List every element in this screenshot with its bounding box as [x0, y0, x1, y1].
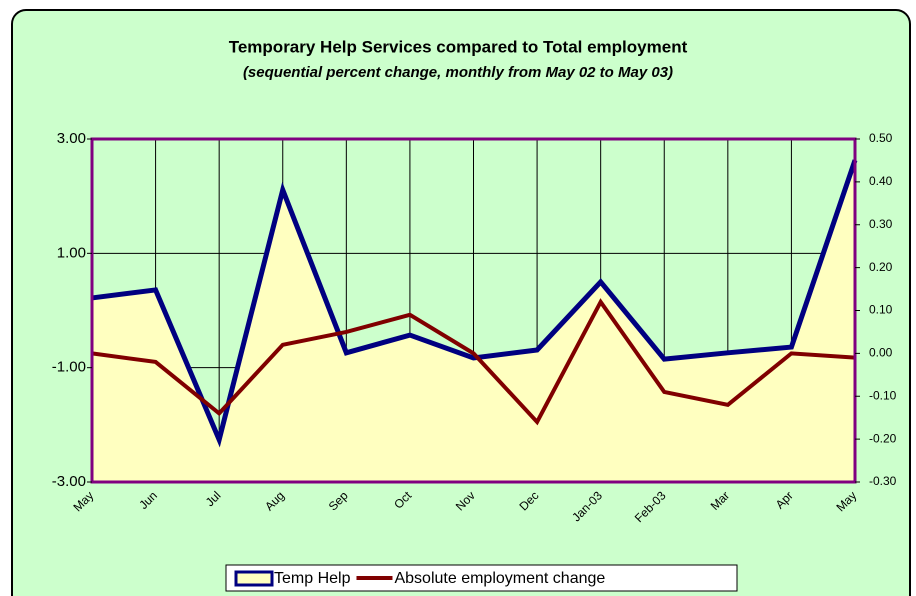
- chart-title: Temporary Help Services compared to Tota…: [229, 37, 688, 56]
- legend-swatch: [234, 570, 274, 587]
- legend-label: Temp Help: [274, 570, 351, 587]
- y2-tick-label: -0.10: [869, 388, 897, 402]
- y-tick-label: -3.00: [52, 473, 86, 490]
- area: [92, 160, 855, 482]
- y2-tick-label: -0.30: [869, 474, 897, 488]
- y-tick-label: 3.00: [57, 130, 86, 147]
- legend-items: Temp Help Absolute employment change: [234, 570, 605, 587]
- y2-tick-label: 0.10: [869, 303, 893, 317]
- y2-tick-label: 0.50: [869, 131, 893, 145]
- legend: [225, 564, 738, 592]
- y-tick-label: -1.00: [52, 359, 86, 376]
- y-tick-label: 1.00: [57, 244, 86, 261]
- marks: [91, 159, 858, 482]
- y2-tick-label: 0.30: [869, 217, 893, 231]
- line: [91, 159, 858, 448]
- y2-tick-label: 0.20: [869, 260, 893, 274]
- line: [91, 298, 856, 426]
- y2-tick-label: 0.00: [869, 346, 893, 360]
- y2-tick-label: -0.20: [869, 431, 897, 445]
- y2-tick-label: 0.40: [869, 174, 893, 188]
- chart-subtitle: (sequential percent change, monthly from…: [243, 64, 673, 81]
- legend-label: Absolute employment change: [394, 570, 605, 587]
